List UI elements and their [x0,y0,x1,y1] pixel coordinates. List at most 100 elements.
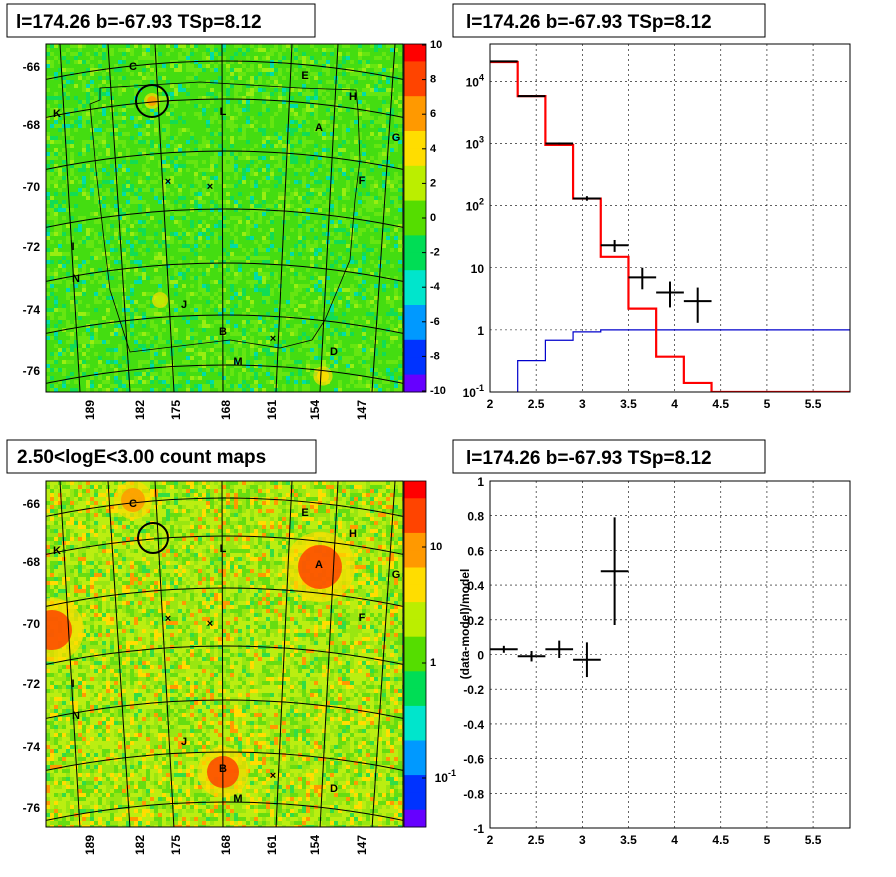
map-cell [126,160,130,164]
map-cell [194,236,198,240]
map-cell [290,60,294,64]
map-cell [194,120,198,124]
map-cell [142,64,146,68]
map-cell [298,136,302,140]
map-cell [106,248,110,252]
map-cell [146,88,150,92]
map-cell [382,220,386,224]
map-cell [86,144,90,148]
map-cell [274,180,278,184]
map-cell [118,76,122,80]
map-cell [202,220,206,224]
map-cell [258,64,262,68]
map-cell [146,252,150,256]
map-cell [254,248,258,252]
map-cell [142,216,146,220]
map-cell [262,68,266,72]
map-cell [270,64,274,68]
map-cell [138,176,142,180]
map-cell [102,120,106,124]
map-cell [106,88,110,92]
map-cell [274,104,278,108]
map-cell [302,180,306,184]
map-cell [218,48,222,52]
map-cell [186,176,190,180]
map-cell [258,124,262,128]
map-cell [138,80,142,84]
map-cell [238,248,242,252]
map-cell [238,116,242,120]
map-cell [310,244,314,248]
map-cell [278,180,282,184]
map-cell [106,188,110,192]
map-cell [138,132,142,136]
map-cell [118,60,122,64]
map-cell [54,112,58,116]
map-cell [66,228,70,232]
map-cell [178,148,182,152]
map-cell [322,116,326,120]
map-cell [250,156,254,160]
map-cell [134,236,138,240]
map-cell [330,240,334,244]
map-cell [210,136,214,140]
map-cell [78,72,82,76]
map-cell [194,244,198,248]
map-cell [250,232,254,236]
map-cell [250,112,254,116]
map-cell [302,152,306,156]
map-cell [130,244,134,248]
map-cell [350,152,354,156]
map-cell [190,64,194,68]
map-cell [154,240,158,244]
map-cell [278,84,282,88]
map-cell [306,56,310,60]
map-cell [130,140,134,144]
map-cell [290,64,294,68]
map-cell [134,152,138,156]
map-cell [122,208,126,212]
map-cell [258,76,262,80]
map-cell [358,96,362,100]
map-cell [222,112,226,116]
map-cell [390,172,394,176]
map-cell [366,188,370,192]
map-cell [302,240,306,244]
map-cell [118,104,122,108]
map-cell [306,164,310,168]
map-cell [226,156,230,160]
map-cell [138,136,142,140]
map-cell [218,256,222,260]
map-cell [174,112,178,116]
map-cell [342,124,346,128]
map-cell [230,240,234,244]
map-cell [394,108,398,112]
map-cell [314,140,318,144]
map-cell [274,176,278,180]
map-cell [98,48,102,52]
map-cell [122,204,126,208]
map-cell [170,68,174,72]
map-cell [286,164,290,168]
map-cell [54,84,58,88]
map-cell [366,136,370,140]
map-cell [138,196,142,200]
map-cell [210,168,214,172]
map-cell [210,264,214,268]
map-cell [58,244,62,248]
map-cell [194,188,198,192]
map-cell [202,208,206,212]
map-cell [262,88,266,92]
map-cell [374,256,378,260]
map-cell [330,196,334,200]
map-cell [290,76,294,80]
map-cell [386,240,390,244]
map-cell [190,52,194,56]
map-cell [390,240,394,244]
map-cell [82,208,86,212]
map-cell [58,168,62,172]
map-cell [122,260,126,264]
map-cell [282,132,286,136]
map-cell [198,88,202,92]
map-cell [226,136,230,140]
